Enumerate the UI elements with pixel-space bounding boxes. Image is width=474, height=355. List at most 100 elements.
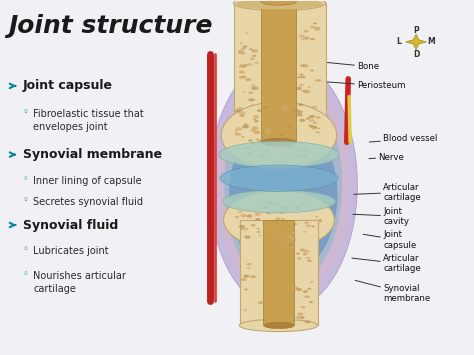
Ellipse shape <box>243 275 249 278</box>
Ellipse shape <box>287 235 293 239</box>
Ellipse shape <box>287 146 293 149</box>
Ellipse shape <box>286 152 291 154</box>
Ellipse shape <box>315 216 319 218</box>
Ellipse shape <box>301 76 306 78</box>
Polygon shape <box>406 34 427 50</box>
Ellipse shape <box>257 140 262 142</box>
Ellipse shape <box>264 106 269 109</box>
Text: P: P <box>413 26 419 35</box>
Ellipse shape <box>255 218 260 220</box>
Ellipse shape <box>296 110 303 113</box>
Ellipse shape <box>296 207 301 209</box>
Ellipse shape <box>257 109 262 112</box>
Ellipse shape <box>308 125 313 127</box>
Ellipse shape <box>309 301 313 303</box>
Ellipse shape <box>255 138 259 140</box>
Ellipse shape <box>309 119 315 122</box>
Ellipse shape <box>282 237 287 240</box>
Ellipse shape <box>238 50 243 53</box>
Ellipse shape <box>301 155 307 158</box>
Ellipse shape <box>253 115 259 119</box>
Ellipse shape <box>240 228 243 230</box>
Ellipse shape <box>305 320 310 323</box>
Ellipse shape <box>274 127 278 129</box>
Ellipse shape <box>244 288 249 291</box>
Ellipse shape <box>265 118 269 120</box>
Ellipse shape <box>257 219 260 220</box>
Text: Fibroelastic tissue that
envelopes joint: Fibroelastic tissue that envelopes joint <box>34 109 144 132</box>
Text: Joint
cavity: Joint cavity <box>353 207 409 226</box>
Ellipse shape <box>266 212 271 214</box>
Ellipse shape <box>307 87 311 88</box>
Ellipse shape <box>266 113 273 116</box>
Text: M: M <box>427 37 435 47</box>
Ellipse shape <box>260 154 267 158</box>
Ellipse shape <box>271 141 273 142</box>
Ellipse shape <box>310 26 315 28</box>
Ellipse shape <box>219 141 339 168</box>
Ellipse shape <box>237 107 243 110</box>
Ellipse shape <box>301 39 303 40</box>
Ellipse shape <box>264 228 267 230</box>
Ellipse shape <box>300 306 305 308</box>
Ellipse shape <box>307 260 312 262</box>
Ellipse shape <box>267 201 273 204</box>
Ellipse shape <box>251 224 255 226</box>
Ellipse shape <box>245 209 249 211</box>
Ellipse shape <box>257 231 260 233</box>
Ellipse shape <box>245 78 251 81</box>
Ellipse shape <box>224 79 342 290</box>
Text: Nerve: Nerve <box>369 153 404 162</box>
Ellipse shape <box>316 116 321 119</box>
Ellipse shape <box>248 92 253 94</box>
Ellipse shape <box>224 191 334 249</box>
Ellipse shape <box>295 208 300 211</box>
Ellipse shape <box>303 30 309 33</box>
Ellipse shape <box>255 61 259 64</box>
Ellipse shape <box>238 51 246 55</box>
Ellipse shape <box>294 206 300 208</box>
Ellipse shape <box>317 128 320 129</box>
Ellipse shape <box>250 142 257 146</box>
Ellipse shape <box>222 190 336 213</box>
Ellipse shape <box>241 48 246 50</box>
Ellipse shape <box>275 218 280 220</box>
Ellipse shape <box>239 64 246 68</box>
Ellipse shape <box>266 131 271 133</box>
Ellipse shape <box>242 228 248 230</box>
Ellipse shape <box>251 104 255 106</box>
Ellipse shape <box>265 128 272 131</box>
Ellipse shape <box>303 250 310 253</box>
Ellipse shape <box>276 237 280 239</box>
Ellipse shape <box>296 288 302 291</box>
Ellipse shape <box>296 154 301 156</box>
Ellipse shape <box>255 213 261 216</box>
FancyBboxPatch shape <box>234 3 326 144</box>
Ellipse shape <box>250 275 256 278</box>
Ellipse shape <box>281 218 284 220</box>
Ellipse shape <box>304 90 311 93</box>
Ellipse shape <box>256 228 260 229</box>
Ellipse shape <box>246 215 252 218</box>
Ellipse shape <box>277 229 281 231</box>
Ellipse shape <box>243 91 246 93</box>
Text: Periosteum: Periosteum <box>322 81 406 91</box>
Ellipse shape <box>288 141 293 144</box>
Ellipse shape <box>236 127 242 131</box>
Ellipse shape <box>244 124 248 125</box>
Ellipse shape <box>280 142 287 146</box>
Ellipse shape <box>297 313 303 316</box>
FancyBboxPatch shape <box>261 1 296 142</box>
Ellipse shape <box>238 211 242 213</box>
Ellipse shape <box>300 316 305 319</box>
Ellipse shape <box>292 232 295 234</box>
Ellipse shape <box>308 288 311 290</box>
Ellipse shape <box>248 139 253 141</box>
Ellipse shape <box>264 322 294 329</box>
Ellipse shape <box>296 208 300 211</box>
Ellipse shape <box>265 150 269 152</box>
Ellipse shape <box>310 126 317 129</box>
Ellipse shape <box>246 32 248 34</box>
Ellipse shape <box>252 55 256 57</box>
Ellipse shape <box>271 231 277 234</box>
